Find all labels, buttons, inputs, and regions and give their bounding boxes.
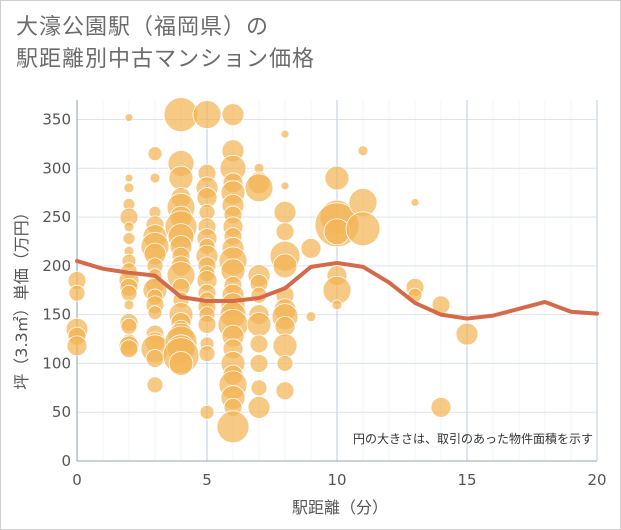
y-tick-label: 0	[61, 452, 71, 470]
data-bubble	[149, 172, 161, 184]
data-bubble	[147, 146, 163, 162]
title-line-1: 大濠公園駅（福岡県）の	[16, 15, 270, 40]
data-bubble	[345, 211, 381, 247]
y-tick-label: 250	[42, 208, 71, 226]
y-tick-label: 300	[42, 159, 71, 177]
data-bubble	[120, 284, 138, 302]
data-bubble	[280, 181, 290, 191]
data-bubble	[124, 113, 134, 122]
data-bubble	[249, 354, 269, 373]
data-bubble	[192, 100, 222, 130]
y-axis-label: 坪（3.3㎡）単価（万円）	[12, 204, 31, 389]
data-bubble	[123, 182, 135, 194]
data-bubble	[198, 345, 216, 363]
data-bubble	[430, 396, 452, 418]
chart-title: 大濠公園駅（福岡県）の 駅距離別中古マンション価格	[16, 12, 315, 76]
data-bubble	[275, 381, 295, 401]
data-bubble	[199, 404, 215, 420]
data-bubble	[168, 351, 194, 376]
data-bubble	[275, 222, 295, 242]
data-bubble	[357, 145, 369, 157]
y-tick-label: 200	[42, 257, 71, 275]
bubble-layer	[65, 97, 479, 444]
data-bubble	[455, 322, 479, 346]
x-tick-label: 10	[327, 471, 346, 489]
x-tick-label: 20	[587, 471, 606, 489]
trend-line-layer	[75, 258, 599, 321]
data-bubble	[68, 284, 86, 302]
data-bubble	[120, 317, 138, 335]
data-bubble	[122, 232, 136, 245]
data-bubble	[216, 410, 250, 444]
data-bubble	[119, 339, 139, 359]
data-bubble	[324, 165, 350, 191]
x-axis-label: 駅距離（分）	[292, 498, 388, 517]
data-bubble	[280, 129, 290, 139]
data-bubble	[331, 299, 343, 311]
data-bubble	[273, 200, 297, 224]
data-bubble	[197, 315, 217, 334]
x-tick-label: 5	[202, 471, 212, 489]
y-tick-label: 350	[42, 111, 71, 129]
data-bubble	[274, 315, 296, 337]
data-bubble	[146, 376, 164, 394]
x-tick-label: 0	[72, 471, 82, 489]
data-bubble	[247, 395, 271, 419]
data-bubble	[147, 305, 163, 321]
x-tick-label: 15	[457, 471, 476, 489]
y-tick-label: 150	[42, 306, 71, 324]
data-bubble	[410, 198, 420, 207]
title-line-2: 駅距離別中古マンション価格	[16, 47, 316, 72]
data-bubble	[221, 103, 245, 127]
data-bubble	[272, 333, 298, 359]
data-bubble	[244, 173, 274, 203]
data-bubble	[123, 221, 135, 233]
data-bubble	[246, 312, 272, 337]
data-bubble	[276, 355, 294, 372]
data-bubble	[145, 349, 165, 368]
data-bubble	[123, 299, 135, 311]
data-bubble	[66, 335, 88, 357]
trend-line	[75, 258, 599, 321]
data-bubble	[249, 334, 269, 354]
data-bubble	[305, 311, 317, 323]
data-bubble	[300, 237, 322, 259]
data-bubble	[250, 379, 268, 397]
size-note: 円の大きさは、取引のあった物件面積を示す	[353, 431, 593, 446]
data-bubble	[272, 253, 298, 279]
y-tick-label: 100	[42, 354, 71, 372]
data-bubble	[168, 165, 194, 191]
data-bubble	[124, 173, 134, 183]
y-tick-label: 50	[52, 403, 71, 421]
